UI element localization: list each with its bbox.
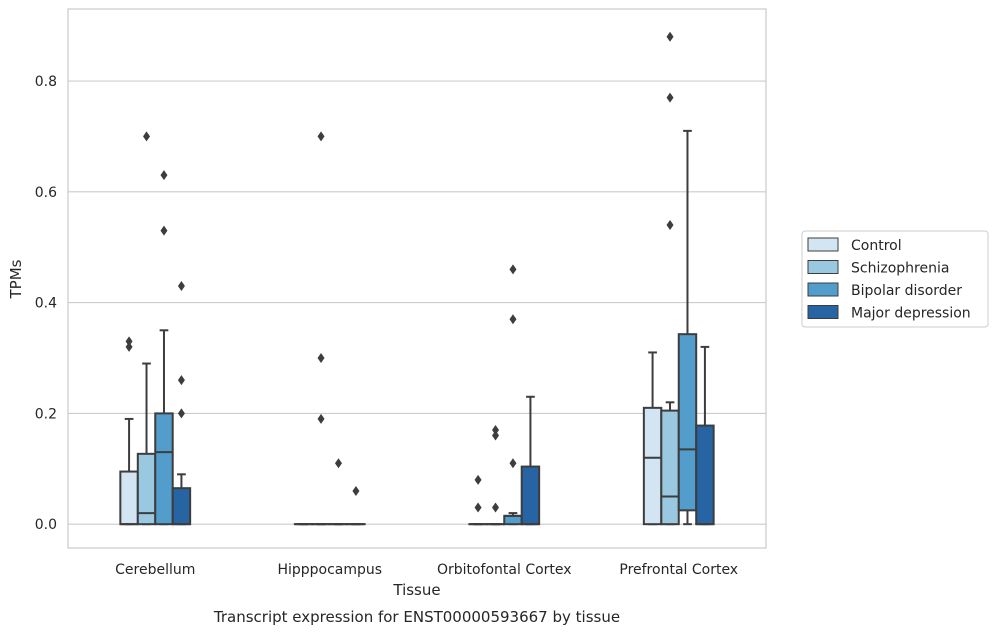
x-tick-label: Prefrontal Cortex bbox=[619, 562, 738, 578]
outlier-point bbox=[352, 485, 360, 496]
box-1-1 bbox=[311, 131, 331, 526]
box-2-2 bbox=[503, 264, 523, 526]
box-rect bbox=[695, 424, 715, 526]
legend-label: Major depression bbox=[851, 306, 971, 322]
x-axis-label: Tissue bbox=[392, 581, 440, 599]
y-axis-label: TPMs bbox=[7, 259, 25, 299]
legend-item: Bipolar disorder bbox=[807, 282, 962, 299]
outlier-point bbox=[177, 408, 185, 419]
legend-item: Major depression bbox=[807, 305, 971, 322]
box-3-2 bbox=[677, 129, 698, 526]
legend: Control Schizophrenia Bipolar disorder Majo… bbox=[801, 230, 989, 328]
legend-swatch bbox=[807, 260, 839, 274]
legend-label: Control bbox=[851, 238, 902, 254]
outlier-point bbox=[177, 280, 185, 291]
legend-label: Bipolar disorder bbox=[851, 283, 962, 299]
box-1-2 bbox=[328, 458, 349, 526]
outlier-point bbox=[143, 131, 151, 142]
box-3-3 bbox=[695, 345, 715, 526]
box-2-0 bbox=[468, 474, 488, 526]
y-tick-label: 0.2 bbox=[35, 406, 57, 422]
legend-swatch bbox=[807, 282, 839, 297]
box-0-1 bbox=[136, 131, 157, 526]
box-rect bbox=[119, 470, 139, 526]
box-rect bbox=[503, 514, 523, 526]
box-3-1 bbox=[660, 31, 680, 526]
chart-caption: Transcript expression for ENST0000059366… bbox=[213, 608, 620, 626]
box-rect bbox=[154, 412, 174, 526]
outlier-point bbox=[317, 131, 325, 142]
outlier-point bbox=[509, 458, 517, 469]
outlier-point bbox=[160, 225, 168, 236]
outlier-point bbox=[666, 220, 674, 231]
y-tick-label: 0.8 bbox=[35, 74, 57, 90]
outlier-point bbox=[666, 31, 674, 42]
box-2-1 bbox=[485, 425, 506, 526]
box-0-3 bbox=[171, 280, 192, 526]
outlier-point bbox=[474, 502, 482, 513]
box-1-3 bbox=[346, 485, 366, 526]
x-tick-label: Orbitofontal Cortex bbox=[437, 562, 572, 578]
x-tick-label: Hipppocampus bbox=[277, 562, 382, 578]
box-0-0 bbox=[119, 336, 139, 526]
box-rect bbox=[642, 406, 663, 526]
legend-item: Schizophrenia bbox=[807, 260, 949, 277]
y-tick-label: 0.4 bbox=[35, 296, 57, 312]
outlier-point bbox=[177, 375, 185, 386]
box-rect bbox=[520, 465, 541, 526]
outlier-point bbox=[492, 430, 500, 441]
legend-swatch bbox=[807, 305, 839, 319]
legend-item: Control bbox=[807, 237, 902, 254]
x-tick-label: Cerebellum bbox=[115, 562, 195, 578]
box-3-0 bbox=[642, 351, 663, 526]
plot-area bbox=[119, 31, 715, 526]
outlier-point bbox=[334, 458, 342, 469]
outlier-point bbox=[125, 336, 133, 347]
y-axis-ticks: 0.0 0.2 0.4 0.6 0.8 bbox=[35, 74, 57, 533]
outlier-point bbox=[509, 314, 517, 325]
outlier-point bbox=[474, 474, 482, 485]
box-rect bbox=[677, 333, 698, 512]
box-2-3 bbox=[520, 395, 541, 526]
outlier-point bbox=[160, 170, 168, 181]
outlier-point bbox=[317, 413, 325, 424]
outlier-point bbox=[125, 341, 133, 352]
y-tick-label: 0.6 bbox=[35, 185, 57, 201]
outlier-point bbox=[317, 352, 325, 363]
y-tick-label: 0.0 bbox=[35, 517, 57, 533]
legend-swatch bbox=[807, 237, 839, 252]
outlier-point bbox=[509, 264, 517, 275]
outlier-point bbox=[492, 502, 500, 513]
legend-frame bbox=[801, 230, 989, 328]
box-0-2 bbox=[154, 170, 174, 526]
box-rect bbox=[171, 487, 192, 526]
plot-frame bbox=[67, 8, 767, 549]
x-axis-ticks: Cerebellum Hipppocampus Orbitofontal Corte… bbox=[115, 562, 738, 578]
box-rect bbox=[660, 409, 680, 526]
outlier-point bbox=[492, 425, 500, 436]
legend-label: Schizophrenia bbox=[851, 261, 949, 277]
outlier-point bbox=[666, 92, 674, 103]
